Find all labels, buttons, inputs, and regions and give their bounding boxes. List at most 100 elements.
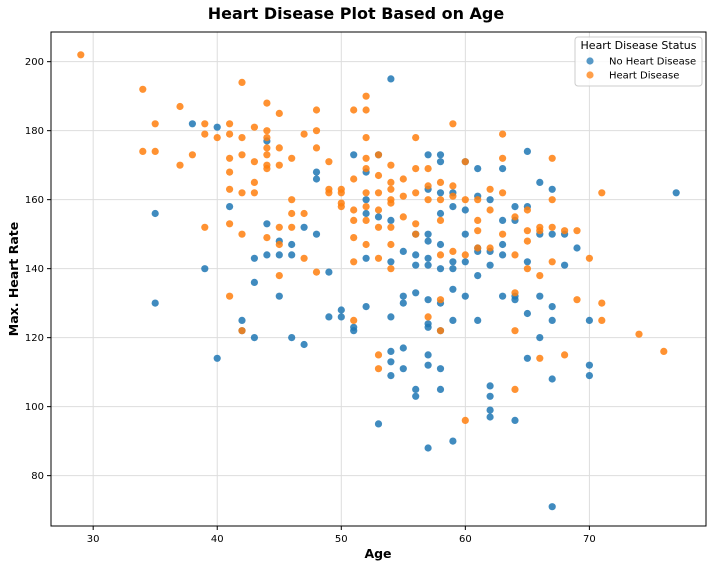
scatter-point: [238, 230, 246, 238]
scatter-point: [511, 213, 519, 221]
scatter-point: [548, 185, 556, 193]
scatter-point: [449, 437, 457, 445]
scatter-point: [362, 92, 370, 100]
scatter-point: [585, 254, 594, 262]
scatter-point: [561, 351, 569, 359]
scatter-point: [263, 144, 271, 152]
scatter-point: [511, 385, 519, 393]
scatter-point: [436, 196, 445, 204]
scatter-point: [436, 251, 445, 259]
scatter-point: [412, 251, 420, 259]
scatter-point: [275, 144, 283, 152]
scatter-point: [350, 258, 358, 266]
scatter-point: [288, 240, 296, 249]
y-tick-label: 80: [31, 471, 44, 482]
scatter-point: [263, 134, 271, 142]
legend-marker-heart-disease: [586, 71, 594, 79]
scatter-point: [226, 203, 234, 211]
scatter-point: [263, 127, 271, 135]
scatter-point: [201, 120, 209, 128]
scatter-point: [499, 230, 507, 238]
scatter-point: [213, 354, 221, 362]
scatter-point: [250, 123, 258, 131]
scatter-point: [362, 203, 370, 211]
scatter-point: [387, 313, 395, 321]
scatter-point: [523, 354, 532, 362]
scatter-point: [486, 244, 494, 252]
scatter-point: [226, 292, 234, 300]
scatter-point: [362, 209, 370, 218]
gridlines: [51, 32, 706, 526]
scatter-point: [288, 251, 296, 259]
scatter-point: [374, 420, 383, 428]
scatter-point: [598, 189, 606, 197]
scatter-point: [523, 309, 532, 318]
scatter-point: [263, 99, 271, 107]
scatter-point: [536, 354, 544, 362]
scatter-point: [548, 303, 556, 311]
scatter-point: [461, 251, 469, 259]
scatter-point: [461, 292, 469, 300]
scatter-point: [449, 265, 457, 273]
scatter-point: [387, 372, 395, 380]
scatter-point: [399, 192, 407, 200]
x-axis-title: Age: [364, 546, 391, 561]
scatter-point: [548, 316, 556, 324]
scatter-point: [486, 392, 494, 400]
scatter-point: [288, 334, 296, 342]
scatter-point: [325, 158, 333, 166]
data-points: [77, 51, 680, 511]
scatter-point: [238, 189, 246, 197]
scatter-point: [474, 316, 482, 324]
scatter-point: [250, 278, 258, 286]
scatter-point: [449, 203, 457, 211]
scatter-point: [449, 316, 457, 324]
scatter-point: [486, 185, 494, 193]
scatter-point: [499, 240, 507, 249]
scatter-point: [238, 134, 246, 142]
scatter-point: [585, 361, 594, 369]
scatter-point: [424, 313, 432, 321]
scatter-point: [263, 165, 271, 173]
scatter-point: [399, 247, 407, 255]
scatter-point: [523, 227, 532, 235]
scatter-point: [511, 416, 519, 424]
scatter-point: [424, 351, 432, 359]
scatter-point: [635, 330, 643, 338]
scatter-point: [573, 244, 581, 252]
scatter-point: [226, 185, 234, 193]
scatter-point: [548, 258, 556, 266]
scatter-point: [288, 196, 296, 204]
scatter-point: [176, 161, 184, 169]
scatter-point: [263, 234, 271, 242]
scatter-point: [350, 151, 358, 159]
scatter-point: [523, 147, 532, 155]
scatter-point: [250, 178, 258, 186]
scatter-point: [350, 234, 358, 242]
scatter-point: [424, 361, 432, 369]
scatter-point: [412, 134, 420, 142]
scatter-point: [213, 134, 221, 142]
scatter-point: [412, 230, 420, 238]
scatter-point: [325, 313, 333, 321]
scatter-point: [449, 247, 457, 255]
scatter-point: [275, 240, 283, 249]
scatter-point: [387, 185, 395, 193]
scatter-point: [300, 130, 308, 138]
scatter-point: [263, 220, 271, 228]
scatter-point: [486, 261, 494, 269]
scatter-point: [424, 323, 432, 331]
scatter-point: [337, 189, 345, 197]
scatter-point: [412, 392, 420, 400]
scatter-point: [499, 165, 507, 173]
scatter-point: [387, 347, 395, 355]
scatter-point: [226, 220, 234, 228]
scatter-point: [337, 203, 345, 211]
scatter-point: [412, 220, 420, 228]
scatter-point: [449, 258, 457, 266]
scatter-point: [436, 240, 445, 249]
scatter-point: [449, 120, 457, 128]
scatter-point: [275, 292, 283, 300]
scatter-point: [523, 206, 532, 214]
scatter-point: [337, 313, 345, 321]
